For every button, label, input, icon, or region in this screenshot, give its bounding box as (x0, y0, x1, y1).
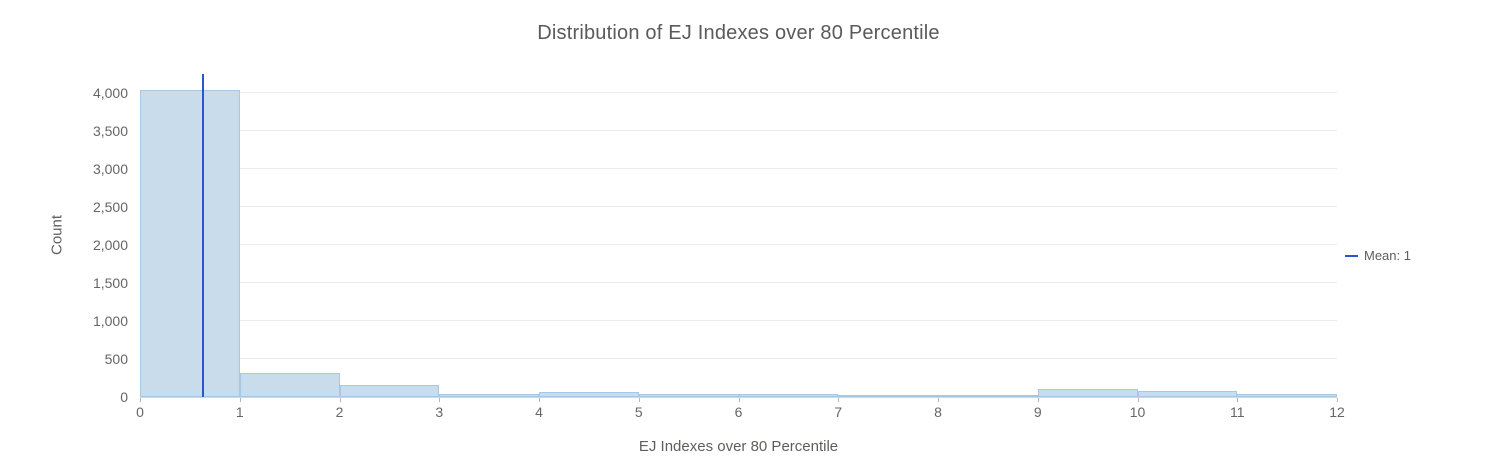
x-tick-label: 0 (136, 404, 144, 420)
mean-line (201, 74, 204, 397)
gridline (140, 130, 1337, 131)
x-tick-mark (838, 398, 840, 402)
x-tick-mark (1137, 398, 1139, 402)
x-tick-label: 12 (1329, 404, 1345, 420)
y-tick-label: 3,500 (92, 123, 128, 139)
x-tick-mark (339, 398, 341, 402)
y-tick-label: 2,000 (92, 237, 128, 253)
x-tick-mark (239, 398, 241, 402)
gridline (140, 244, 1337, 245)
histogram-bar[interactable] (1137, 390, 1238, 397)
x-tick-mark (140, 398, 141, 402)
histogram-bar[interactable] (439, 394, 539, 397)
histogram-bar[interactable] (140, 89, 240, 397)
x-tick-mark (638, 398, 640, 402)
plot-area (140, 74, 1337, 397)
chart-title: Distribution of EJ Indexes over 80 Perce… (537, 22, 940, 44)
x-tick-label: 6 (734, 404, 743, 420)
y-tick-label: 0 (120, 389, 128, 405)
x-tick-label: 2 (335, 404, 344, 420)
histogram-bar[interactable] (1037, 389, 1138, 397)
x-tick-label: 5 (634, 404, 643, 420)
legend-line-marker-icon (1345, 254, 1358, 257)
gridline (140, 282, 1337, 283)
x-tick-mark (738, 398, 740, 402)
x-tick-label: 10 (1129, 404, 1146, 420)
histogram-bar[interactable] (838, 395, 938, 397)
y-tick-label: 500 (104, 351, 128, 367)
histogram-bar[interactable] (938, 395, 1038, 397)
y-tick-label: 3,000 (92, 161, 128, 177)
x-tick-label: 7 (834, 404, 843, 420)
gridline (140, 320, 1337, 321)
y-tick-label: 1,500 (92, 275, 128, 291)
y-tick-label: 4,000 (92, 85, 128, 101)
x-tick-mark (539, 398, 540, 402)
histogram-bar[interactable] (738, 393, 839, 397)
x-tick-label: 3 (435, 404, 444, 420)
x-tick-label: 8 (934, 404, 942, 420)
x-axis-title: EJ Indexes over 80 Percentile (638, 438, 839, 455)
gridline (140, 206, 1337, 207)
y-tick-label: 2,500 (92, 199, 128, 215)
x-tick-mark (938, 398, 939, 402)
gridline (140, 168, 1337, 169)
legend-item-label: Mean: 1 (1364, 248, 1411, 263)
x-tick-mark (1337, 398, 1338, 402)
y-tick-label: 1,000 (92, 313, 128, 329)
x-tick-label: 1 (235, 404, 244, 420)
x-tick-label: 4 (535, 404, 543, 420)
histogram-bar[interactable] (539, 391, 639, 397)
x-tick-mark (1237, 398, 1239, 402)
x-tick-mark (439, 398, 441, 402)
histogram-bar[interactable] (239, 372, 340, 397)
histogram-bar[interactable] (638, 394, 739, 397)
x-axis-line (140, 397, 1337, 398)
histogram-bar[interactable] (339, 385, 440, 397)
legend[interactable]: Mean: 1 (1345, 248, 1411, 263)
x-tick-label: 9 (1033, 404, 1042, 420)
gridline (140, 92, 1337, 93)
x-tick-label: 11 (1229, 404, 1245, 420)
histogram-bar[interactable] (1237, 393, 1337, 397)
gridline (140, 358, 1337, 359)
x-tick-mark (1037, 398, 1039, 402)
